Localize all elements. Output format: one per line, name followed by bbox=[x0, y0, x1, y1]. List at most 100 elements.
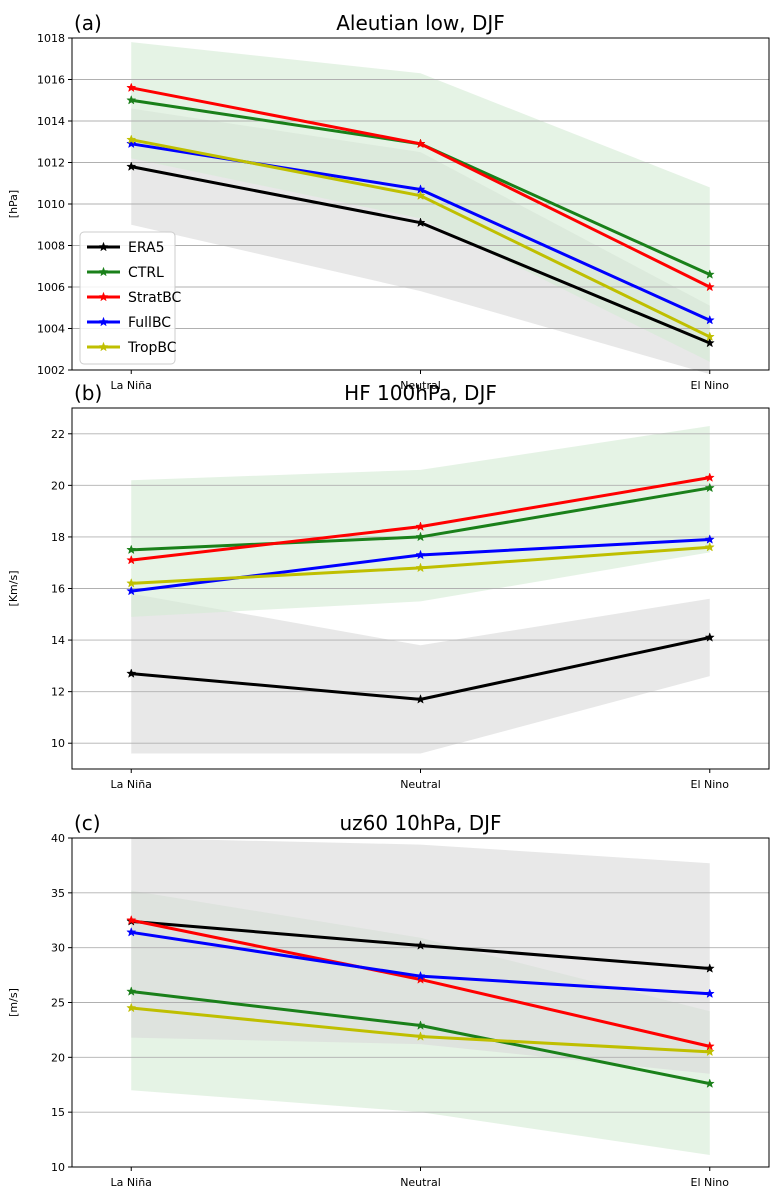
data-point-ctrl bbox=[704, 269, 715, 279]
data-point-tropbc bbox=[126, 1002, 137, 1013]
data-point-ctrl bbox=[126, 94, 137, 105]
legend-marker-fullbc bbox=[98, 316, 109, 327]
data-point-tropbc bbox=[415, 562, 426, 573]
data-point-stratbc bbox=[415, 138, 426, 149]
data-point-era5 bbox=[704, 337, 715, 348]
x-tick-label: El Nino bbox=[691, 1176, 730, 1189]
band-era5 bbox=[131, 593, 710, 754]
legend-marker-ctrl bbox=[98, 266, 109, 277]
y-tick-label: 20 bbox=[51, 479, 65, 492]
data-point-fullbc bbox=[126, 585, 137, 596]
chart-title: uz60 10hPa, DJF bbox=[339, 811, 501, 835]
y-tick-label: 1004 bbox=[37, 323, 65, 336]
y-tick-label: 1016 bbox=[37, 74, 65, 87]
data-point-era5 bbox=[704, 963, 715, 973]
y-tick-label: 35 bbox=[51, 887, 65, 900]
panel-1: 1002 1004 1006 1008 1010 1012 1014 1016 1018 La N… bbox=[7, 11, 770, 392]
y-tick-label: 25 bbox=[51, 997, 65, 1010]
y-tick-label: 1018 bbox=[37, 32, 65, 45]
y-tick-label: 12 bbox=[51, 686, 65, 699]
panel-label: (b) bbox=[74, 381, 102, 405]
data-point-tropbc bbox=[415, 1031, 426, 1041]
data-point-era5 bbox=[704, 632, 715, 642]
data-point-stratbc bbox=[415, 974, 426, 984]
data-point-ctrl bbox=[704, 482, 715, 493]
legend-label-ctrl: CTRL bbox=[128, 265, 164, 281]
legend-marker-tropbc bbox=[98, 341, 109, 352]
y-tick-label: 40 bbox=[51, 832, 65, 845]
data-point-ctrl bbox=[126, 986, 137, 996]
data-point-stratbc bbox=[126, 554, 137, 565]
y-tick-label: 18 bbox=[51, 531, 65, 544]
data-point-tropbc bbox=[704, 1046, 715, 1057]
y-tick-label: 14 bbox=[51, 634, 65, 647]
band-era5 bbox=[131, 838, 710, 1074]
data-point-stratbc bbox=[126, 82, 137, 93]
data-point-era5 bbox=[126, 668, 137, 678]
x-tick-label: La Niña bbox=[111, 1176, 152, 1189]
legend-label-era5: ERA5 bbox=[128, 240, 165, 256]
legend-marker-era5 bbox=[98, 241, 109, 252]
data-point-tropbc bbox=[126, 134, 137, 144]
panel-2: 10 12 14 16 18 20 22 La Niña Neutral El Nino [Km/s… bbox=[7, 381, 770, 791]
data-point-stratbc bbox=[415, 521, 426, 531]
x-tick-label: La Niña bbox=[111, 379, 152, 392]
data-point-fullbc bbox=[704, 988, 715, 999]
chart-title: Aleutian low, DJF bbox=[336, 11, 505, 35]
panel-label: (c) bbox=[74, 811, 101, 835]
y-tick-label: 1006 bbox=[37, 281, 65, 294]
panel-label: (a) bbox=[74, 11, 102, 35]
legend-marker-stratbc bbox=[98, 291, 109, 302]
data-point-fullbc bbox=[704, 534, 715, 544]
data-point-ctrl bbox=[415, 531, 426, 542]
x-tick-label: Neutral bbox=[400, 1176, 441, 1189]
data-point-stratbc bbox=[704, 472, 715, 482]
data-point-era5 bbox=[415, 217, 426, 227]
y-tick-label: 1010 bbox=[37, 198, 65, 211]
y-tick-label: 1014 bbox=[37, 115, 65, 128]
chart-title: HF 100hPa, DJF bbox=[344, 381, 497, 405]
data-point-ctrl bbox=[415, 1020, 426, 1030]
y-tick-label: 15 bbox=[51, 1106, 65, 1119]
data-point-tropbc bbox=[126, 578, 137, 588]
data-point-tropbc bbox=[415, 190, 426, 201]
data-point-tropbc bbox=[704, 331, 715, 342]
data-point-fullbc bbox=[704, 314, 715, 325]
data-point-ctrl bbox=[126, 544, 137, 555]
x-tick-label: La Niña bbox=[111, 778, 152, 791]
y-tick-label: 16 bbox=[51, 583, 65, 596]
x-tick-label: Neutral bbox=[400, 379, 441, 392]
y-tick-label: 10 bbox=[51, 1161, 65, 1174]
data-point-era5 bbox=[415, 694, 426, 704]
data-point-fullbc bbox=[415, 549, 426, 560]
data-point-stratbc bbox=[704, 281, 715, 292]
x-tick-label: Neutral bbox=[400, 778, 441, 791]
x-tick-label: El Nino bbox=[691, 379, 730, 392]
y-axis-label: [hPa] bbox=[7, 190, 20, 218]
y-tick-label: 10 bbox=[51, 737, 65, 750]
y-tick-label: 30 bbox=[51, 942, 65, 955]
data-point-fullbc bbox=[415, 970, 426, 981]
legend-box bbox=[79, 231, 176, 365]
y-tick-label: 1008 bbox=[37, 240, 65, 253]
data-point-fullbc bbox=[126, 926, 137, 937]
y-tick-label: 1012 bbox=[37, 157, 65, 170]
legend-label-tropbc: TropBC bbox=[127, 340, 177, 356]
legend-label-fullbc: FullBC bbox=[128, 315, 171, 331]
data-point-tropbc bbox=[704, 541, 715, 552]
legend: ERA5 CTRL StratBC FullBC TropBC bbox=[79, 231, 182, 365]
y-axis-label: [Km/s] bbox=[7, 571, 20, 607]
panel-3: 10 15 20 25 30 35 40 La Niña Neutral El Nino [m/s]… bbox=[7, 811, 770, 1189]
data-point-ctrl bbox=[704, 1078, 715, 1088]
y-tick-label: 1002 bbox=[37, 364, 65, 377]
data-point-stratbc bbox=[126, 914, 137, 925]
y-axis-label: [m/s] bbox=[7, 988, 20, 1017]
x-tick-label: El Nino bbox=[691, 778, 730, 791]
data-point-era5 bbox=[126, 161, 137, 171]
data-point-fullbc bbox=[126, 138, 137, 149]
y-tick-label: 20 bbox=[51, 1051, 65, 1064]
y-tick-label: 22 bbox=[51, 428, 65, 441]
legend-label-stratbc: StratBC bbox=[128, 290, 182, 306]
data-point-era5 bbox=[415, 940, 426, 950]
